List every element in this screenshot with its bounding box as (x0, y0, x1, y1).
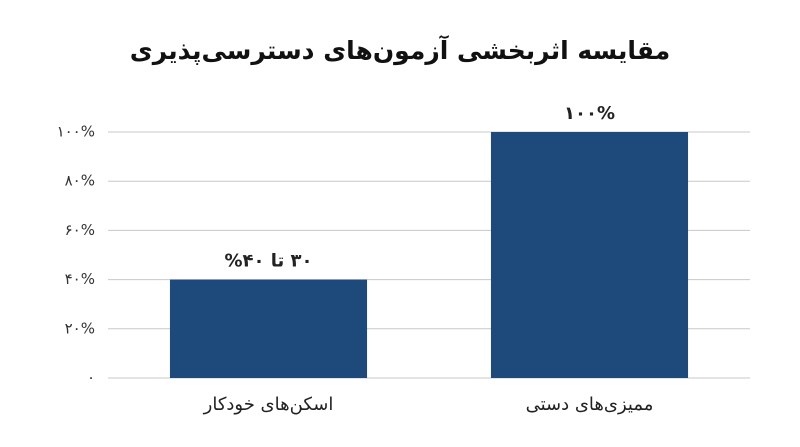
bar (490, 132, 689, 378)
y-tick-label: ۴۰% (65, 270, 95, 288)
y-tick-label: ۰ (87, 369, 95, 387)
y-tick-label: ۶۰% (65, 221, 95, 239)
x-tick-label: ممیزی‌های دستی (526, 394, 654, 415)
chart-title: مقایسه اثربخشی آزمون‌های دسترسی‌پذیری (130, 35, 670, 66)
value-label: ۱۰۰% (564, 103, 615, 124)
y-tick-label: ۲۰% (65, 319, 95, 337)
y-tick-label: ۱۰۰% (57, 123, 95, 141)
y-tick-label: ۸۰% (65, 172, 95, 190)
value-label: ۳۰ تا ۴۰% (224, 251, 312, 272)
bar (169, 279, 368, 378)
x-tick-label: اسکن‌های خودکار (203, 394, 334, 415)
